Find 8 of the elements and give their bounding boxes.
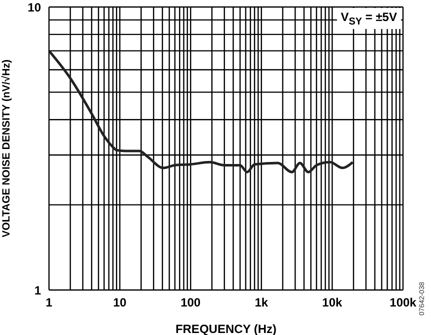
x-tick-label: 10k	[322, 296, 343, 310]
x-tick-label: 1	[46, 296, 53, 310]
x-tick-label: 100	[180, 296, 201, 310]
y-axis-title: VOLTAGE NOISE DENSITY (nV/√Hz)	[0, 60, 13, 238]
x-tick-label: 10	[113, 296, 127, 310]
annotation: V$_{SY}$ = ±5V	[336, 8, 401, 30]
x-tick-label: 1k	[254, 296, 268, 310]
x-tick-label: 100k	[390, 296, 417, 310]
